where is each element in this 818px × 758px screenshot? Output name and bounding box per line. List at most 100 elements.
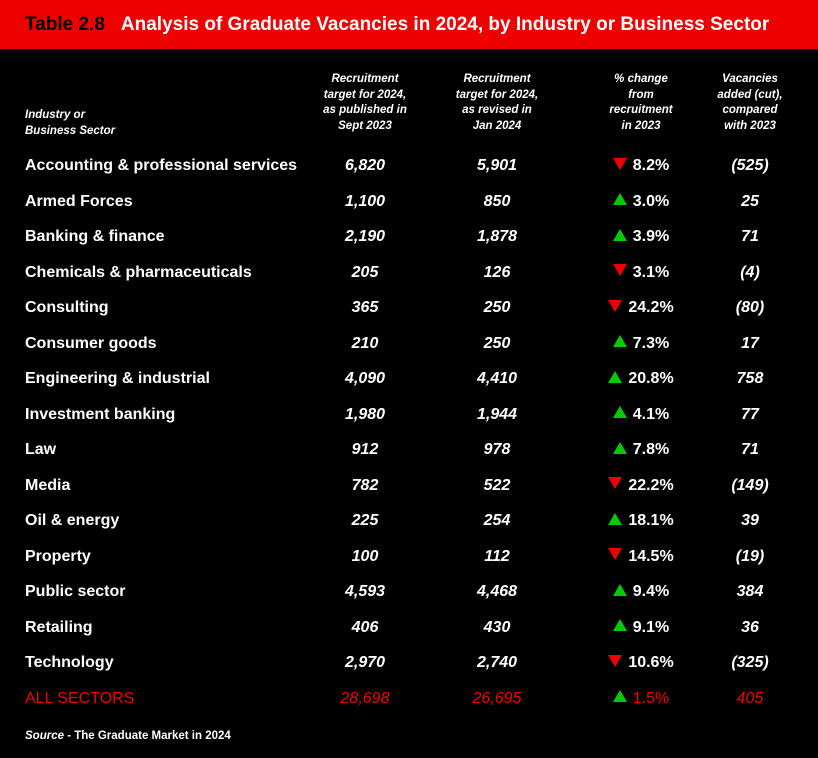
- percent-change: 3.0%: [632, 192, 670, 210]
- triangle-down-icon: [608, 477, 623, 490]
- table-row: Media 782 522 22.2% (149): [0, 469, 818, 503]
- published-target: 406: [351, 618, 379, 636]
- percent-change-cell: 4.1%: [586, 398, 696, 432]
- vacancies-added: 384: [736, 583, 764, 600]
- percent-change: 3.1%: [632, 263, 670, 281]
- table-row: Banking & finance 2,190 1,878 3.9% 71: [0, 220, 818, 254]
- table-row: Investment banking 1,980 1,944 4.1% 77: [0, 398, 818, 432]
- percent-change: 9.1%: [632, 618, 670, 636]
- sector-label: Armed Forces: [25, 192, 133, 210]
- vacancies-added: (4): [740, 263, 760, 281]
- sector-label: Consulting: [25, 299, 109, 316]
- published-target: 1,100: [344, 192, 386, 210]
- sector-label: Retailing: [25, 618, 93, 636]
- table-number: Table 2.8: [25, 13, 105, 35]
- percent-change-cell: 7.3%: [586, 327, 696, 361]
- published-target: 2,190: [344, 228, 386, 245]
- vacancies-added: 71: [741, 228, 759, 245]
- table-title: Analysis of Graduate Vacancies in 2024, …: [120, 13, 770, 35]
- vacancies-added: (149): [731, 476, 769, 494]
- published-target: 782: [351, 476, 379, 494]
- percent-change: 18.1%: [628, 512, 674, 529]
- table-row: Retailing 406 430 9.1% 36: [0, 611, 818, 645]
- revised-target: 978: [483, 441, 511, 458]
- revised-target: 26,695: [472, 689, 522, 707]
- table-row: Armed Forces 1,100 850 3.0% 25: [0, 185, 818, 219]
- percent-change-cell: 1.5%: [586, 682, 696, 716]
- percent-change-cell: 3.9%: [586, 220, 696, 254]
- revised-target: 112: [484, 547, 510, 565]
- column-header-change: % change from recruitment in 2023: [609, 73, 673, 132]
- triangle-up-icon: [612, 406, 627, 419]
- table-row: Technology 2,970 2,740 10.6% (325): [0, 646, 818, 680]
- sector-label: Consumer goods: [25, 334, 157, 352]
- revised-target: 430: [483, 618, 511, 636]
- percent-change-cell: 7.8%: [586, 433, 696, 467]
- source-label: Source: [25, 730, 64, 742]
- triangle-down-icon: [612, 157, 627, 170]
- table-row: Consulting 365 250 24.2% (80): [0, 291, 818, 325]
- vacancies-added: (325): [731, 654, 769, 671]
- revised-target: 2,740: [476, 654, 518, 671]
- sector-label: Investment banking: [25, 405, 176, 423]
- triangle-up-icon: [612, 441, 627, 454]
- table-row: Consumer goods 210 250 7.3% 17: [0, 327, 818, 361]
- triangle-up-icon: [612, 583, 627, 596]
- revised-target: 522: [483, 476, 511, 494]
- percent-change-cell: 18.1%: [586, 504, 696, 538]
- percent-change: 3.9%: [632, 228, 670, 245]
- vacancies-added: 77: [741, 405, 759, 423]
- percent-change: 10.6%: [628, 654, 674, 671]
- vacancies-added: 71: [741, 441, 759, 458]
- table-row: Chemicals & pharmaceuticals 205 126 3.1% (4): [0, 256, 818, 290]
- revised-target: 250: [483, 299, 511, 316]
- table-row: Oil & energy 225 254 18.1% 39: [0, 504, 818, 538]
- revised-target: 850: [483, 192, 511, 210]
- published-target: 1,980: [344, 405, 386, 423]
- percent-change-cell: 9.1%: [586, 611, 696, 645]
- vacancies-added: 39: [741, 512, 759, 529]
- revised-target: 1,944: [476, 405, 518, 423]
- vacancies-added: 25: [741, 192, 759, 210]
- percent-change: 14.5%: [628, 547, 674, 565]
- percent-change-cell: 3.0%: [586, 185, 696, 219]
- percent-change: 7.3%: [632, 334, 670, 352]
- table-row: Law 912 978 7.8% 71: [0, 433, 818, 467]
- column-header-sector: Industry or Business Sector: [25, 109, 116, 137]
- revised-target: 254: [483, 512, 511, 529]
- sector-label: Media: [25, 476, 71, 494]
- sector-label: Oil & energy: [25, 512, 120, 529]
- sector-label: Accounting & professional services: [25, 157, 298, 174]
- triangle-down-icon: [612, 264, 627, 277]
- percent-change-cell: 10.6%: [586, 646, 696, 680]
- triangle-up-icon: [612, 690, 627, 703]
- vacancies-added: (80): [735, 299, 765, 316]
- percent-change: 24.2%: [628, 299, 674, 316]
- column-header-added: Vacancies added (cut), compared with 202…: [717, 73, 783, 132]
- source-note: Source - The Graduate Market in 2024: [25, 730, 231, 742]
- sector-label: ALL SECTORS: [25, 689, 135, 707]
- vacancies-added: 758: [736, 370, 764, 387]
- sector-label: Engineering & industrial: [25, 370, 210, 387]
- sector-label: Law: [25, 441, 57, 458]
- table-row: Public sector 4,593 4,468 9.4% 384: [0, 575, 818, 609]
- sector-label: Property: [25, 547, 91, 565]
- percent-change-cell: 9.4%: [586, 575, 696, 609]
- table-row: Accounting & professional services 6,820 5…: [0, 149, 818, 183]
- column-header-revised: Recruitment target for 2024, as revised …: [455, 73, 539, 132]
- triangle-up-icon: [608, 370, 623, 383]
- published-target: 365: [351, 299, 379, 316]
- published-target: 6,820: [344, 157, 386, 174]
- sector-label: Technology: [25, 654, 114, 671]
- revised-target: 126: [483, 263, 511, 281]
- revised-target: 250: [483, 334, 511, 352]
- revised-target: 4,410: [476, 370, 518, 387]
- published-target: 100: [351, 547, 379, 565]
- triangle-up-icon: [608, 512, 623, 525]
- published-target: 210: [351, 334, 379, 352]
- table-header-bar: Table 2.8 Analysis of Graduate Vacancies…: [0, 0, 818, 49]
- table-row: Property 100 112 14.5% (19): [0, 540, 818, 574]
- percent-change-cell: 24.2%: [586, 291, 696, 325]
- percent-change-cell: 20.8%: [586, 362, 696, 396]
- vacancies-added: 405: [736, 689, 764, 707]
